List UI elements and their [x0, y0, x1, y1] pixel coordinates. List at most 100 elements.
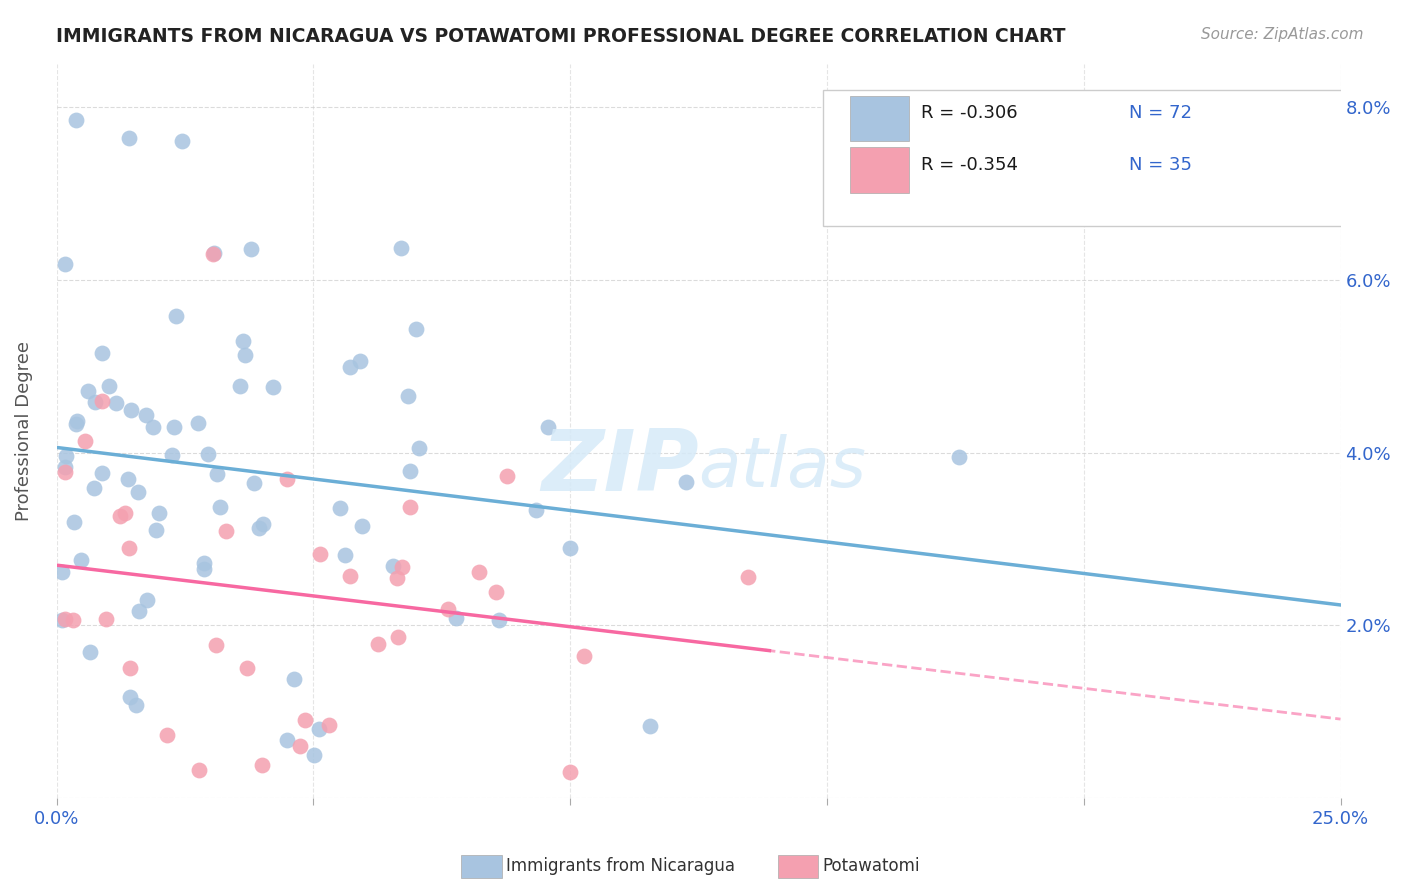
Point [408, 441, 430, 455]
Point [387, 630, 409, 644]
Point [232, 334, 254, 348]
Text: ZIP: ZIP [541, 426, 699, 509]
Point [136, 593, 159, 607]
Point [496, 468, 519, 483]
Point [399, 464, 422, 478]
Point [229, 379, 252, 393]
Point [381, 558, 404, 573]
Point [108, 508, 131, 523]
Point [737, 570, 759, 584]
Point [339, 359, 361, 374]
Point [236, 660, 259, 674]
Text: N = 72: N = 72 [1129, 104, 1192, 122]
Point [294, 714, 316, 728]
Point [155, 728, 177, 742]
Point [243, 476, 266, 491]
Point [350, 518, 373, 533]
Point [638, 719, 661, 733]
Point [187, 416, 209, 430]
Point [118, 541, 141, 555]
Text: Source: ZipAtlas.com: Source: ZipAtlas.com [1201, 27, 1364, 42]
Point [308, 547, 330, 561]
Point [250, 757, 273, 772]
Point [468, 565, 491, 579]
Point [444, 611, 467, 625]
Point [318, 717, 340, 731]
Point [142, 419, 165, 434]
FancyBboxPatch shape [851, 147, 910, 193]
Point [302, 747, 325, 762]
Point [53, 612, 76, 626]
Point [62, 515, 84, 529]
Point [188, 763, 211, 777]
Point [202, 245, 225, 260]
Point [572, 648, 595, 663]
Point [240, 242, 263, 256]
Point [524, 503, 547, 517]
Point [484, 585, 506, 599]
Y-axis label: Professional Degree: Professional Degree [15, 341, 32, 521]
Point [193, 556, 215, 570]
Point [53, 466, 76, 480]
Point [208, 500, 231, 514]
Point [118, 131, 141, 145]
Point [367, 637, 389, 651]
Point [91, 346, 114, 360]
Point [117, 472, 139, 486]
Point [276, 472, 298, 486]
Point [148, 506, 170, 520]
Point [385, 570, 408, 584]
Point [558, 765, 581, 780]
Point [247, 521, 270, 535]
Point [283, 672, 305, 686]
Point [235, 347, 257, 361]
Text: atlas: atlas [699, 434, 866, 501]
Point [75, 434, 97, 448]
Point [65, 112, 87, 127]
Point [70, 553, 93, 567]
Point [79, 645, 101, 659]
Point [53, 256, 76, 270]
Point [55, 449, 77, 463]
Point [96, 612, 118, 626]
Point [127, 485, 149, 500]
Point [391, 559, 413, 574]
Text: Potawatomi: Potawatomi [823, 857, 920, 875]
Point [308, 722, 330, 736]
Point [193, 561, 215, 575]
Point [329, 501, 352, 516]
Point [97, 379, 120, 393]
Point [197, 447, 219, 461]
Point [335, 548, 357, 562]
Text: R = -0.354: R = -0.354 [921, 155, 1018, 174]
Point [488, 614, 510, 628]
Point [162, 420, 184, 434]
Point [398, 500, 420, 515]
Point [948, 450, 970, 465]
Point [83, 481, 105, 495]
Point [124, 698, 146, 712]
Text: N = 35: N = 35 [1129, 155, 1192, 174]
Point [339, 569, 361, 583]
Point [205, 638, 228, 652]
Point [202, 246, 225, 260]
Point [537, 420, 560, 434]
Text: Immigrants from Nicaragua: Immigrants from Nicaragua [506, 857, 735, 875]
Text: R = -0.306: R = -0.306 [921, 104, 1018, 122]
Point [120, 690, 142, 705]
Point [128, 604, 150, 618]
Point [120, 661, 142, 675]
Point [145, 523, 167, 537]
Point [105, 395, 128, 409]
Point [207, 467, 229, 482]
Point [51, 565, 73, 579]
Point [91, 466, 114, 480]
Point [77, 384, 100, 398]
Point [121, 402, 143, 417]
Point [83, 395, 105, 409]
Point [170, 134, 193, 148]
Point [160, 448, 183, 462]
Point [214, 524, 236, 538]
Point [288, 739, 311, 753]
FancyBboxPatch shape [823, 90, 1343, 226]
